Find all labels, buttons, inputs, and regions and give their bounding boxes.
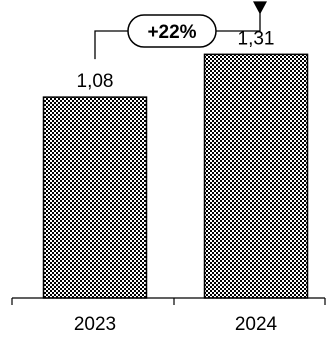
arrow-down-icon: [253, 1, 267, 15]
annotation-bracket-right: [216, 2, 261, 32]
growth-annotation: +22%: [94, 1, 267, 60]
bar-2023: [42, 96, 148, 299]
annotation-bracket-left: [94, 30, 128, 60]
data-label-2023: 1,08: [77, 71, 114, 92]
bars-layer: [42, 53, 309, 299]
x-tick-label-2023: 2023: [74, 314, 116, 335]
annotation-pill: [127, 14, 217, 48]
data-labels-layer: 1,08 1,31: [77, 28, 275, 92]
x-axis: 2023 2024: [11, 297, 326, 335]
bar-2024: [203, 53, 309, 299]
data-label-2024: 1,31: [238, 28, 275, 49]
x-tick-label-2024: 2024: [235, 314, 278, 335]
annotation-label: +22%: [147, 22, 196, 43]
